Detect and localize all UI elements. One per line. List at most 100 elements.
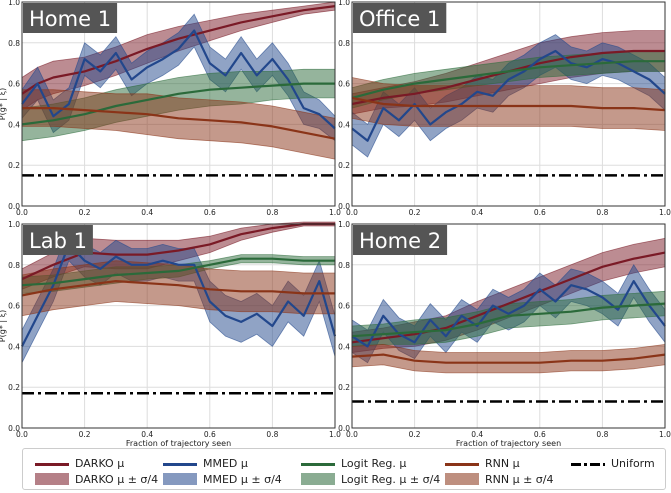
y-axis-label: P(g* | ξ) [0,310,7,342]
y-tick-label: 0.6 [338,302,350,311]
series-line-logitreg [351,302,666,338]
x-tick-label: 0.2 [79,430,91,439]
series-line-rnn [351,96,666,112]
x-tick-label: 0.0 [346,430,358,439]
legend-label-uniform: Uniform [611,457,655,470]
x-tick-label: 0.0 [16,208,28,217]
x-tick-label: 1.0 [659,208,671,217]
x-tick-label: 0.6 [534,208,546,217]
y-tick-label: 0.4 [338,120,350,129]
x-tick-label: 0.2 [409,208,421,217]
series-line-rnn [351,353,666,364]
series-line-darko [21,5,336,95]
y-tick-label: 0.4 [8,342,20,351]
legend-band-rnn [445,473,479,485]
y-tick-label: 1.0 [8,0,20,7]
panel-frame [351,1,666,207]
y-tick-label: 0.0 [338,424,350,433]
panel-title-badge [23,3,118,33]
legend-line-uniform [571,463,605,466]
x-tick-label: 0.8 [266,208,278,217]
y-tick-label: 0.4 [8,120,20,129]
panel-frame [21,223,336,429]
y-tick-label: 0.6 [8,80,20,89]
x-axis-label: Fraction of trajectory seen [126,439,231,448]
x-tick-label: 0.4 [141,430,153,439]
panel-title: Office 1 [359,7,440,31]
panel-title: Home 1 [29,7,111,31]
legend-label-rnn: RNN μ [485,457,520,470]
series-line-logitreg [351,60,665,99]
y-tick-label: 0.2 [338,383,350,392]
y-tick-label: 0.0 [8,202,20,211]
legend-band-logitreg [301,473,335,485]
band-rnn [21,89,336,160]
series-line-rnn [22,107,336,140]
series-line-logitreg [21,257,335,287]
panel-title-badge [353,225,448,255]
panel-4: 0.0 0.2 0.4 0.6 0.8 1.0 0.0 0.2 0.4 0.6 0.8 1.0 Frac… [338,220,671,448]
legend-band-label-mmed: MMED μ ± σ/4 [203,473,282,486]
x-tick-label: 1.0 [329,430,341,439]
y-tick-label: 0.4 [338,342,350,351]
x-tick-label: 0.4 [471,430,483,439]
legend-label-mmed: MMED μ [203,457,248,470]
y-tick-label: 1.0 [338,0,350,7]
series-line-rnn [21,280,335,297]
y-tick-label: 0.2 [8,383,20,392]
panel-title-badge [23,225,93,255]
panel-frame [21,1,336,207]
x-tick-label: 1.0 [329,208,341,217]
legend-band-label-rnn: RNN μ ± σ/4 [485,473,554,486]
series-line-logitreg [21,82,335,126]
x-tick-label: 0.2 [79,208,91,217]
legend-line-mmed [163,463,197,466]
legend-line-logitreg [301,463,335,466]
y-tick-label: 0.2 [338,161,350,170]
legend: DARKO μ DARKO μ ± σ/4 MMED μ MMED μ ± σ/4 Lo… [22,448,666,490]
panel-3: 0.0 0.2 0.4 0.6 0.8 1.0 0.0 0.2 0.4 0.6 0.8 1.0 P(g*… [0,220,341,448]
y-tick-label: 1.0 [8,220,20,229]
series-line-mmed [21,29,336,130]
series-line-mmed [351,280,666,348]
series-line-darko [21,222,335,281]
x-tick-label: 0.8 [596,208,608,217]
x-tick-label: 0.8 [596,430,608,439]
y-tick-label: 0.0 [338,202,350,211]
legend-line-rnn [445,463,479,466]
legend-band-darko [35,473,69,485]
panel-title-badge [353,3,447,33]
x-tick-label: 0.8 [266,430,278,439]
y-tick-label: 0.8 [338,261,350,270]
x-tick-label: 0.4 [141,208,153,217]
legend-band-label-logitreg: Logit Reg. μ ± σ/4 [341,473,441,486]
panel-title: Home 2 [359,229,441,253]
panel-2: 0.0 0.2 0.4 0.6 0.8 1.0 0.0 0.2 0.4 0.6 0.8 1.0 Offi… [338,0,671,217]
x-tick-label: 1.0 [659,430,671,439]
legend-band-label-darko: DARKO μ ± σ/4 [75,473,159,486]
y-tick-label: 0.6 [8,302,20,311]
y-tick-label: 0.8 [338,39,350,48]
y-tick-label: 0.6 [338,80,350,89]
x-tick-label: 0.0 [16,430,28,439]
y-axis-label: P(g* | ξ) [0,88,7,120]
y-tick-label: 0.2 [8,161,20,170]
y-tick-label: 1.0 [338,220,350,229]
x-tick-label: 0.4 [471,208,483,217]
panel-1: 0.0 0.2 0.4 0.6 0.8 1.0 0.0 0.2 0.4 0.6 0.8 1.0 P(g*… [0,0,341,217]
legend-band-mmed [163,473,197,485]
x-tick-label: 0.6 [204,208,216,217]
x-tick-label: 0.0 [346,208,358,217]
x-axis-label: Fraction of trajectory seen [456,439,561,448]
panel-frame [351,223,666,429]
y-tick-label: 0.8 [8,39,20,48]
panel-title: Lab 1 [29,229,87,253]
x-tick-label: 0.6 [204,430,216,439]
legend-label-logitreg: Logit Reg. μ [341,457,407,470]
legend-label-darko: DARKO μ [75,457,125,470]
x-tick-label: 0.6 [534,430,546,439]
legend-line-darko [35,463,69,466]
y-tick-label: 0.0 [8,424,20,433]
series-line-darko [351,251,666,344]
